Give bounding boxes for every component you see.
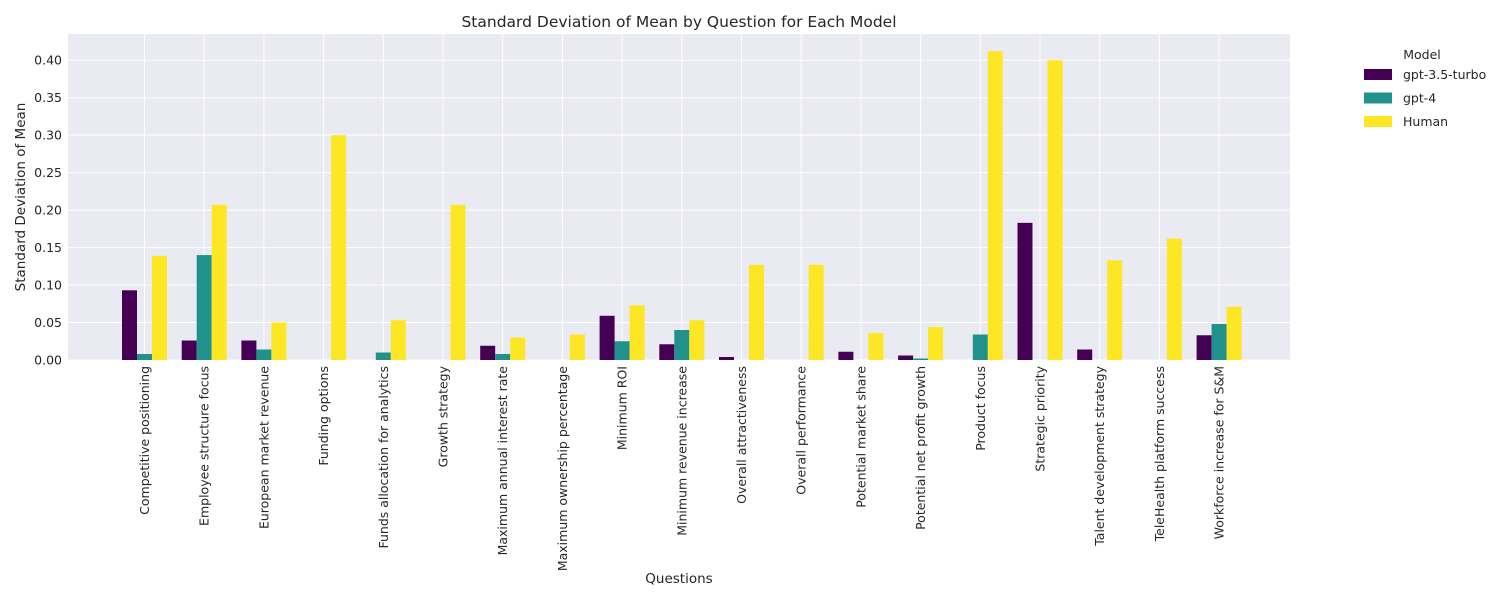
- bar-gpt-4: [196, 255, 212, 360]
- x-tick-label: Maximum ownership percentage: [555, 366, 570, 571]
- bar-gpt-4: [375, 352, 391, 360]
- bar-human: [211, 204, 227, 360]
- y-axis-label: Standard Deviation of Mean: [13, 103, 29, 292]
- chart-title: Standard Deviation of Mean by Question f…: [461, 13, 896, 31]
- bar-gpt-4: [137, 354, 152, 360]
- bar-gpt-3-5-turbo: [1077, 349, 1093, 360]
- x-tick-label: Overall performance: [794, 366, 809, 495]
- bar-human: [928, 327, 944, 360]
- bar-gpt-3-5-turbo: [122, 290, 137, 360]
- legend-label: Human: [1403, 114, 1448, 129]
- bar-gpt-4: [674, 330, 690, 360]
- bar-human: [1107, 260, 1123, 360]
- x-tick-label: Minimum ROI: [615, 366, 630, 450]
- bar-gpt-3-5-turbo: [838, 351, 854, 360]
- bar-human: [1226, 306, 1242, 360]
- x-tick-label: Workforce increase for S&M: [1212, 366, 1227, 539]
- x-tick-label: Potential net profit growth: [913, 366, 928, 530]
- x-tick-label: European market revenue: [256, 366, 271, 529]
- bar-gpt-3-5-turbo: [898, 355, 914, 360]
- y-tick-label: 0.30: [34, 128, 62, 143]
- y-ticks: 0.00 0.05 0.10 0.15 0.20 0.25 0.30 0.35 0.40: [34, 53, 62, 368]
- bar-gpt-3-5-turbo: [599, 315, 615, 360]
- x-tick-label: TeleHealth platform success: [1152, 366, 1167, 542]
- bar-human: [331, 135, 347, 360]
- x-tick-label: Strategic priority: [1033, 365, 1048, 471]
- x-axis-label: Questions: [645, 571, 712, 587]
- bar-gpt-3-5-turbo: [719, 357, 734, 360]
- y-tick-label: 0.20: [34, 203, 62, 218]
- gridlines: [68, 34, 1290, 361]
- bar-human: [868, 333, 884, 360]
- legend-label: gpt-4: [1403, 91, 1436, 106]
- bar-human: [689, 320, 705, 360]
- x-tick-label: Funding options: [316, 366, 331, 466]
- legend-title: Model: [1403, 47, 1441, 62]
- bar-gpt-4: [1211, 324, 1227, 360]
- bar-gpt-3-5-turbo: [1196, 335, 1212, 360]
- legend: Model gpt-3.5-turbo gpt-4 Human: [1364, 47, 1486, 129]
- bar-gpt-3-5-turbo: [241, 340, 257, 360]
- bar-gpt-4: [256, 349, 272, 360]
- x-tick-label: Competitive positioning: [137, 366, 152, 515]
- x-tick-label: Funds allocation for analytics: [376, 366, 391, 549]
- x-tick-label: Growth strategy: [436, 365, 451, 467]
- bar-gpt-4: [972, 334, 988, 360]
- bar-gpt-3-5-turbo: [1017, 222, 1033, 360]
- bar-human: [569, 334, 585, 360]
- y-tick-label: 0.40: [34, 53, 62, 68]
- bar-human: [152, 255, 167, 360]
- x-tick-label: Minimum revenue increase: [674, 366, 689, 536]
- legend-swatch: [1364, 69, 1392, 80]
- bar-human: [510, 337, 526, 360]
- bar-gpt-3-5-turbo: [181, 340, 197, 360]
- x-tick-label: Potential market share: [853, 366, 868, 508]
- legend-label: gpt-3.5-turbo: [1403, 67, 1486, 82]
- bar-human: [1166, 238, 1182, 360]
- x-tick-label: Maximum annual interest rate: [495, 366, 510, 556]
- bar-gpt-4: [495, 354, 511, 360]
- y-tick-label: 0.00: [34, 353, 62, 368]
- y-tick-label: 0.15: [34, 240, 62, 255]
- y-tick-label: 0.05: [34, 315, 62, 330]
- y-tick-label: 0.25: [34, 165, 62, 180]
- legend-swatch: [1364, 92, 1392, 104]
- bar-human: [1047, 60, 1063, 360]
- x-tick-label: Product focus: [973, 366, 988, 451]
- bar-gpt-3-5-turbo: [659, 344, 675, 360]
- y-tick-label: 0.35: [34, 90, 62, 105]
- plot-background: [68, 34, 1290, 360]
- x-tick-label: Employee structure focus: [197, 366, 212, 526]
- bar-human: [450, 204, 466, 360]
- bar-gpt-4: [913, 358, 929, 360]
- bar-human: [629, 305, 645, 360]
- x-tick-label: Overall attractiveness: [734, 366, 749, 504]
- bar-human: [808, 264, 824, 360]
- bar-gpt-4: [614, 341, 630, 360]
- x-tick-label: Talent development strategy: [1092, 365, 1107, 546]
- bar-gpt-3-5-turbo: [480, 345, 496, 360]
- bar-human: [390, 320, 406, 360]
- bar-human: [271, 322, 287, 360]
- legend-swatch: [1364, 116, 1392, 127]
- x-ticks: Competitive positioning Employee structur…: [137, 365, 1227, 571]
- y-tick-label: 0.10: [34, 278, 62, 293]
- bar-human: [987, 51, 1003, 360]
- bars: [122, 51, 1242, 360]
- bar-human: [749, 264, 764, 360]
